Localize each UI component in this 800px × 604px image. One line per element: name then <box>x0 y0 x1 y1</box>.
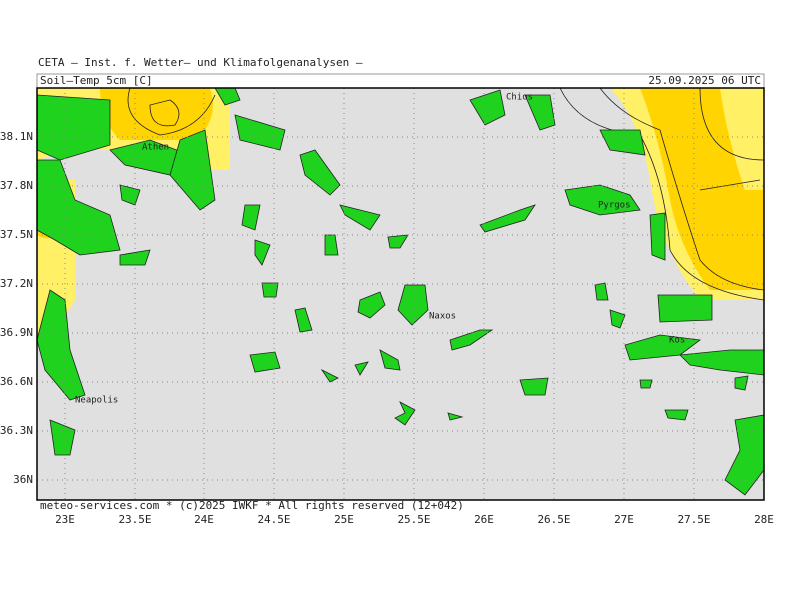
footer: meteo-services.com * (c)2025 IWKF * All … <box>40 499 464 512</box>
lat-label: 37.5N <box>0 228 33 241</box>
place-label: Chios <box>506 93 533 103</box>
lon-label: 26E <box>474 513 494 526</box>
map <box>36 87 765 501</box>
place-label: Naxos <box>429 312 456 322</box>
isotherm <box>559 88 764 301</box>
lat-label: 37.8N <box>0 179 33 192</box>
lon-label: 24.5E <box>257 513 290 526</box>
lat-label: 36.3N <box>0 424 33 437</box>
isotherm <box>149 99 180 127</box>
institute-title: CETA — Inst. f. Wetter— und Klimafolgena… <box>38 56 363 69</box>
lon-label: 23E <box>55 513 75 526</box>
lon-label: 28E <box>754 513 774 526</box>
lat-label: 36N <box>13 473 33 486</box>
lon-label: 26.5E <box>537 513 570 526</box>
place-label: Kos <box>669 336 685 346</box>
place-label: Pyrgos <box>598 201 631 211</box>
isotherm <box>699 88 764 161</box>
isotherm <box>599 88 764 291</box>
lon-label: 23.5E <box>118 513 151 526</box>
land <box>37 88 764 496</box>
parameter-label: Soil—Temp 5cm [C] <box>40 74 153 87</box>
lat-label: 36.6N <box>0 375 33 388</box>
place-label: Athen <box>142 143 169 153</box>
valid-time: 25.09.2025 06 UTC <box>648 74 761 87</box>
hot-field <box>710 190 764 290</box>
map-frame <box>36 87 765 501</box>
isotherm <box>699 179 761 191</box>
place-label: Neapolis <box>75 396 118 406</box>
hot-field <box>100 88 213 140</box>
lon-label: 25.5E <box>397 513 430 526</box>
lon-label: 27.5E <box>677 513 710 526</box>
lat-label: 36.9N <box>0 326 33 339</box>
lon-label: 25E <box>334 513 354 526</box>
lon-label: 24E <box>194 513 214 526</box>
lon-label: 27E <box>614 513 634 526</box>
lat-label: 38.1N <box>0 130 33 143</box>
lat-label: 37.2N <box>0 277 33 290</box>
